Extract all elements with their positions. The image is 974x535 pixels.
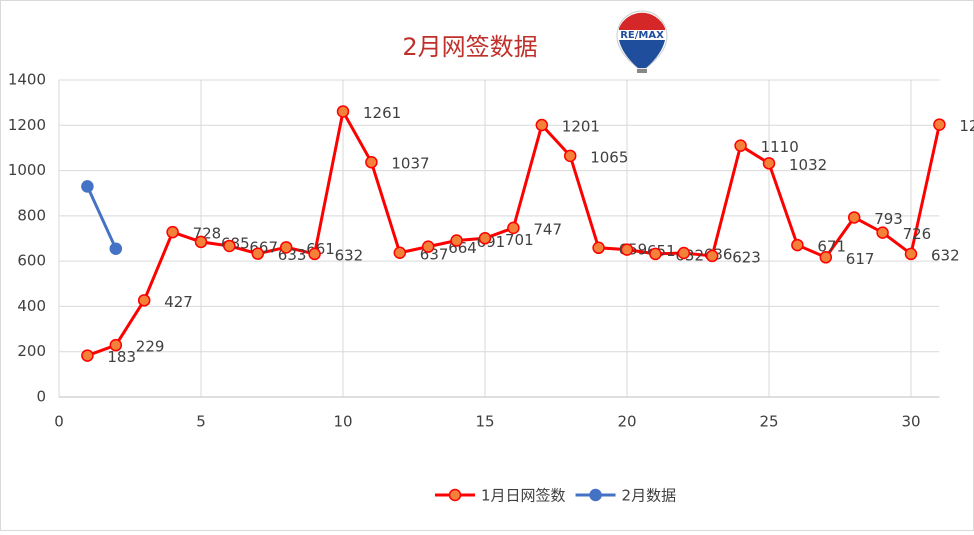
y-tick-label: 400 <box>17 297 46 315</box>
data-point <box>308 247 321 261</box>
legend-label: 2月数据 <box>622 487 677 505</box>
data-point <box>478 232 492 245</box>
legend: 1月日网签数 2月数据 <box>435 487 676 505</box>
data-label: 726 <box>903 225 932 243</box>
data-point <box>109 242 123 255</box>
x-tick-label: 20 <box>617 413 636 431</box>
data-point <box>762 157 776 170</box>
data-point <box>279 241 293 254</box>
data-point <box>393 246 407 260</box>
data-point <box>166 225 179 239</box>
data-label: 229 <box>136 338 165 356</box>
data-point <box>365 155 378 169</box>
data-point <box>450 234 463 247</box>
data-label: 183 <box>107 348 136 366</box>
data-point <box>81 180 94 193</box>
x-tick-label: 25 <box>759 413 778 431</box>
data-point <box>137 294 151 307</box>
data-point <box>223 239 236 253</box>
y-tick-label: 1000 <box>8 161 46 179</box>
data-point <box>677 246 691 260</box>
data-label: 632 <box>931 246 960 264</box>
x-tick-label: 0 <box>54 413 64 431</box>
data-point <box>734 139 747 152</box>
y-tick-label: 1400 <box>8 71 46 89</box>
data-label: 793 <box>874 210 903 228</box>
y-tick-label: 800 <box>17 206 46 224</box>
data-label: 1110 <box>761 138 799 156</box>
y-tick-label: 1200 <box>8 116 46 134</box>
data-point <box>109 338 123 352</box>
y-tick-label: 600 <box>17 252 46 270</box>
data-point <box>876 226 889 239</box>
x-tick-label: 15 <box>475 413 494 431</box>
data-point <box>847 211 861 224</box>
data-label: 1065 <box>590 148 628 166</box>
legend-label: 1月日网签数 <box>481 487 566 505</box>
data-label: 747 <box>533 220 562 238</box>
logo-text: RE/MAX <box>620 30 664 41</box>
data-point <box>791 238 804 252</box>
data-point <box>421 240 435 253</box>
data-point <box>649 247 662 261</box>
data-label: 1261 <box>363 104 401 122</box>
data-label: 632 <box>335 246 364 264</box>
data-point <box>563 149 577 163</box>
data-point <box>81 349 94 362</box>
data-point <box>336 105 350 118</box>
data-label: 623 <box>732 248 761 266</box>
data-point <box>507 221 520 235</box>
data-label: 671 <box>817 238 846 256</box>
chart-title: 2月网签数据 <box>402 33 537 61</box>
data-point <box>819 251 833 264</box>
data-label: 617 <box>846 250 875 268</box>
data-label: 1032 <box>789 156 827 174</box>
legend-marker <box>589 488 602 502</box>
series-line <box>86 185 118 250</box>
data-label: 1201 <box>562 118 600 136</box>
data-point <box>194 235 208 249</box>
data-label: 427 <box>164 293 193 311</box>
data-point <box>705 249 719 263</box>
x-tick-label: 10 <box>333 413 352 431</box>
data-point <box>904 247 918 261</box>
data-point <box>620 243 634 256</box>
data-label: 701 <box>505 231 534 249</box>
logo: RE/MAX <box>616 10 668 73</box>
data-label: 1203 <box>959 117 974 135</box>
y-tick-label: 0 <box>36 388 46 406</box>
legend-marker <box>448 488 462 502</box>
data-point <box>592 241 605 255</box>
data-point <box>251 247 265 260</box>
data-point <box>933 118 946 131</box>
data-label: 1037 <box>391 155 429 173</box>
x-tick-label: 5 <box>196 413 206 431</box>
x-tick-label: 30 <box>901 413 920 431</box>
data-point <box>535 118 549 132</box>
y-tick-label: 200 <box>17 342 46 360</box>
